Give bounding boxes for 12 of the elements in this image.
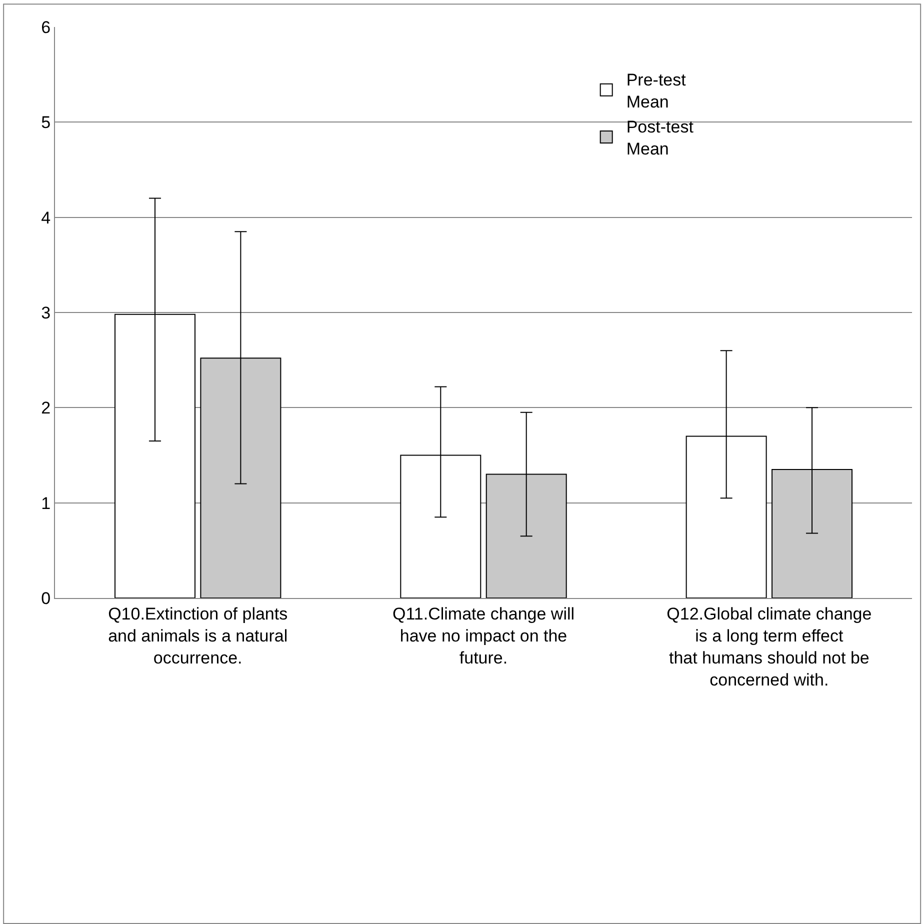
x-tick-label: Q12.Global climate change is a long term effect that humans should not be concerned with.: [666, 604, 872, 690]
x-tick-label: Q10.Extinction of plants and animals is a natural occurrence.: [108, 604, 288, 668]
legend-label: Pre-test Mean: [626, 70, 686, 112]
y-tick-label: 4: [41, 208, 51, 228]
y-tick-label: 2: [41, 398, 51, 418]
y-tick-label: 5: [41, 113, 51, 132]
y-tick-label: 0: [41, 588, 51, 608]
y-tick-label: 1: [41, 494, 51, 513]
y-tick-label: 3: [41, 303, 51, 322]
legend-label: Post-test Mean: [626, 118, 694, 159]
x-tick-label: Q11.Climate change will have no impact on the future.: [392, 604, 575, 668]
y-tick-label: 6: [41, 18, 51, 37]
